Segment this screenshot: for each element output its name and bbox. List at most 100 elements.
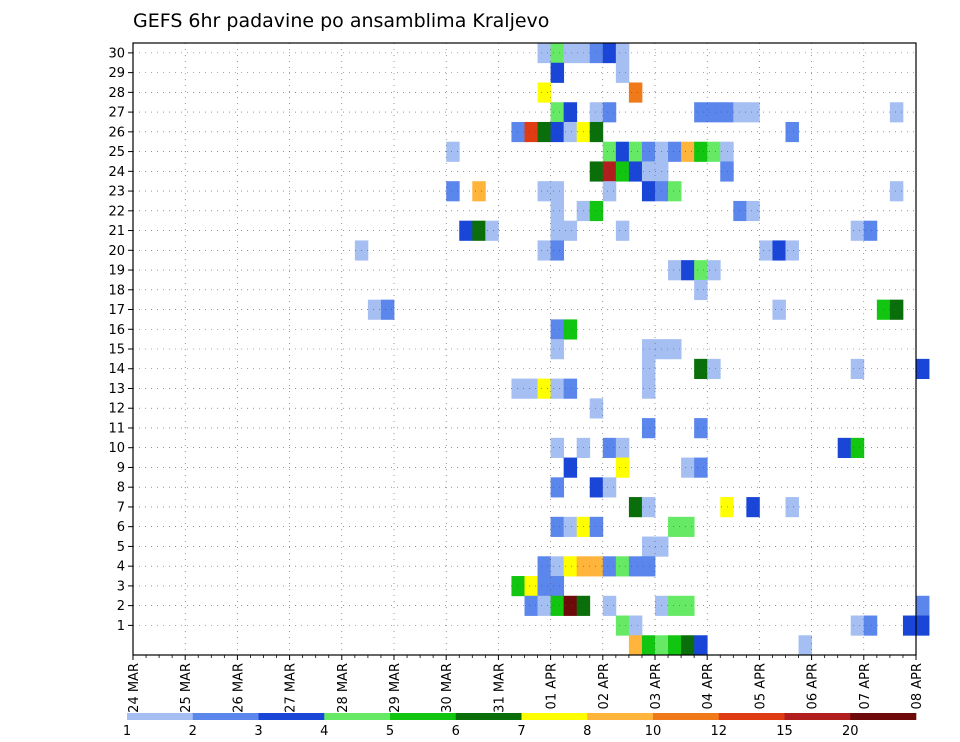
heatmap-cell	[550, 437, 565, 458]
colorbar-label: 3	[254, 724, 262, 739]
heatmap-cell	[602, 556, 617, 577]
heatmap-cell	[694, 260, 708, 281]
heatmap-cell	[628, 141, 643, 162]
heatmap-cell	[537, 82, 551, 103]
heatmap-cell	[641, 161, 656, 182]
heatmap-cell	[694, 635, 708, 656]
heatmap-cell	[537, 556, 551, 577]
heatmap-cell	[615, 62, 630, 83]
y-tick-label: 19	[108, 264, 125, 279]
heatmap-cell	[720, 161, 734, 182]
heatmap-cell	[446, 141, 460, 162]
heatmap-cell	[563, 43, 578, 64]
heatmap-cell	[446, 181, 460, 202]
x-tick-label: 06 APR	[806, 663, 821, 709]
y-tick-label: 10	[108, 441, 125, 456]
heatmap-cell	[641, 556, 656, 577]
heatmap-cell	[563, 516, 578, 537]
heatmap-cell	[602, 595, 617, 616]
heatmap-cell	[615, 556, 630, 577]
y-tick-label: 5	[117, 540, 125, 555]
heatmap-cell	[668, 181, 682, 202]
heatmap-cell	[889, 181, 904, 202]
chart-title: GEFS 6hr padavine po ansamblima Kraljevo	[133, 10, 549, 32]
heatmap-cell	[916, 615, 930, 636]
heatmap-cell	[681, 141, 695, 162]
heatmap-cell	[472, 220, 486, 241]
x-tick-label: 28 MAR	[336, 663, 351, 713]
axis-layer: 1234567891011121314151617181920212223242…	[108, 46, 925, 712]
colorbar-label: 2	[189, 724, 197, 739]
x-tick-label: 30 MAR	[440, 663, 455, 713]
heatmap-cell	[850, 615, 865, 636]
colorbar-label: 15	[776, 724, 793, 739]
y-tick-label: 12	[108, 402, 125, 417]
heatmap-cell	[668, 635, 682, 656]
heatmap-cell	[641, 418, 656, 439]
heatmap-cell	[720, 141, 734, 162]
heatmap-cell	[537, 121, 551, 143]
heatmap-cell	[733, 200, 747, 222]
heatmap-cell	[889, 299, 904, 320]
heatmap-cell	[707, 358, 721, 380]
heatmap-cell	[694, 358, 708, 380]
colorbar-swatch	[324, 713, 391, 720]
heatmap-cell	[602, 437, 617, 458]
heatmap-cell	[850, 220, 865, 241]
heatmap-cell	[681, 595, 695, 616]
y-tick-label: 23	[108, 185, 125, 200]
heatmap-cell	[850, 437, 865, 458]
heatmap-cell	[746, 200, 760, 222]
x-tick-label: 25 MAR	[179, 663, 194, 713]
heatmap-cell	[641, 358, 656, 380]
x-tick-label: 24 MAR	[127, 663, 142, 713]
heatmap-cell	[628, 635, 643, 656]
heatmap-cell	[720, 497, 734, 518]
heatmap-cell	[550, 121, 565, 143]
y-tick-label: 25	[108, 145, 125, 160]
y-tick-label: 1	[117, 619, 125, 634]
heatmap-cell	[707, 141, 721, 162]
heatmap-cell	[537, 595, 551, 616]
heatmap-cell	[681, 260, 695, 281]
colorbar-swatch	[653, 713, 720, 720]
heatmap-cell	[589, 161, 604, 182]
heatmap-cell	[916, 358, 930, 380]
heatmap-cell	[602, 102, 617, 123]
colorbar-swatch	[455, 713, 522, 720]
heatmap-cell	[563, 595, 578, 616]
y-tick-label: 17	[108, 303, 125, 318]
y-tick-label: 30	[108, 46, 125, 61]
heatmap-cell	[563, 378, 578, 399]
heatmap-cell	[537, 378, 551, 399]
heatmap-cell	[602, 477, 617, 498]
heatmap-cell	[602, 181, 617, 202]
heatmap-cell	[589, 43, 604, 64]
colorbar-swatch	[127, 713, 194, 720]
heatmap-cell	[589, 121, 604, 143]
cells-layer	[354, 43, 930, 656]
heatmap-cell	[916, 595, 930, 616]
colorbar: 1 2 3 4 5 6 7 8 10 12 15 20	[123, 713, 917, 739]
y-tick-label: 8	[117, 481, 125, 496]
heatmap-cell	[511, 121, 525, 143]
heatmap-cell	[589, 200, 604, 222]
heatmap-cell	[550, 576, 565, 597]
y-tick-label: 26	[108, 125, 125, 140]
y-tick-label: 18	[108, 283, 125, 298]
colorbar-label: 7	[517, 724, 525, 739]
heatmap-cell	[589, 516, 604, 537]
heatmap-cell	[524, 576, 538, 597]
heatmap-cell	[641, 339, 656, 360]
y-tick-label: 28	[108, 86, 125, 101]
y-tick-label: 24	[108, 165, 125, 180]
y-tick-label: 2	[117, 599, 125, 614]
heatmap-cell	[615, 615, 630, 636]
heatmap-cell	[837, 437, 852, 458]
heatmap-cell	[602, 141, 617, 162]
heatmap-cell	[746, 102, 760, 123]
x-tick-label: 31 MAR	[492, 663, 507, 713]
x-tick-label: 04 APR	[701, 663, 716, 709]
heatmap-cell	[746, 497, 760, 518]
x-tick-label: 01 APR	[545, 663, 560, 709]
